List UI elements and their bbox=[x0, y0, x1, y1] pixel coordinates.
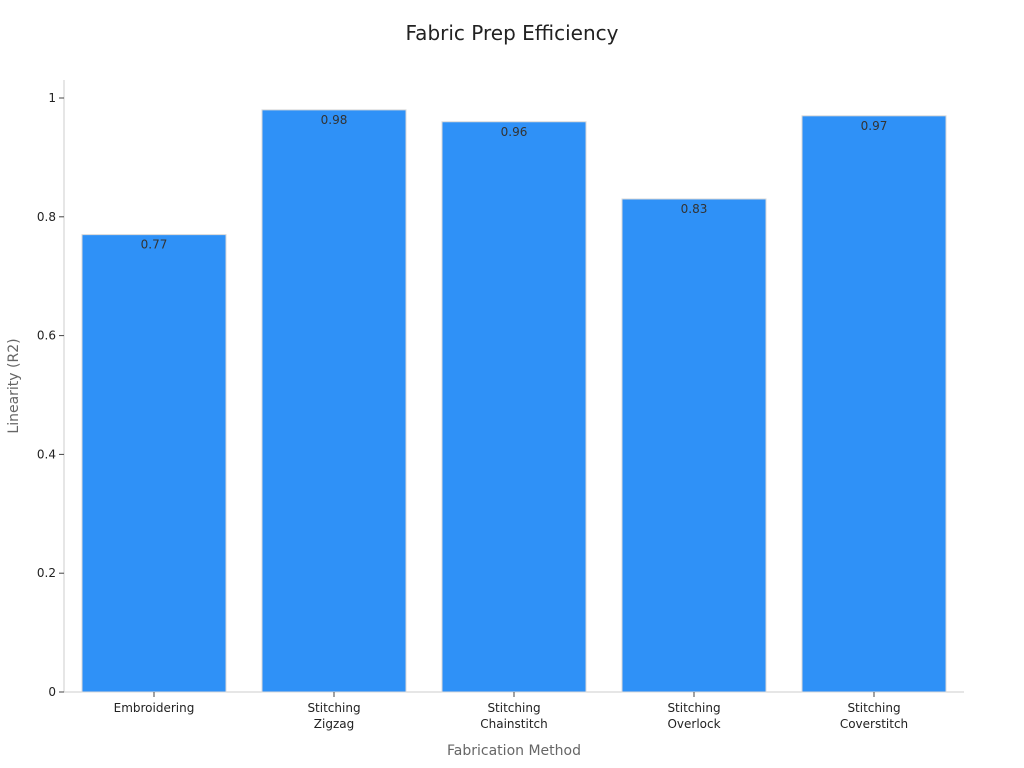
data-label: 0.98 bbox=[321, 113, 348, 127]
y-axis-title: Linearity (R2) bbox=[6, 338, 22, 433]
bar bbox=[441, 121, 587, 693]
category-label: Coverstitch bbox=[840, 717, 908, 731]
y-tick-label: 0 bbox=[48, 685, 56, 699]
data-label: 0.96 bbox=[501, 125, 528, 139]
bar bbox=[801, 115, 947, 693]
data-labels-group: 0.77 0.98 0.96 0.83 0.97 bbox=[141, 113, 888, 252]
y-ticks-group: 0 0.2 0.4 0.6 0.8 1 bbox=[37, 91, 64, 699]
y-tick-label: 0.8 bbox=[37, 210, 56, 224]
chart-title: Fabric Prep Efficiency bbox=[406, 21, 619, 45]
bar bbox=[81, 234, 227, 693]
category-label: Overlock bbox=[667, 717, 720, 731]
category-label: Stitching bbox=[667, 701, 720, 715]
data-label: 0.83 bbox=[681, 202, 708, 216]
bar bbox=[621, 198, 767, 693]
x-axis-title: Fabrication Method bbox=[447, 743, 581, 759]
category-label: Stitching bbox=[487, 701, 540, 715]
bars-group bbox=[81, 109, 947, 693]
category-label: Chainstitch bbox=[480, 717, 547, 731]
category-label: Stitching bbox=[847, 701, 900, 715]
y-tick-label: 0.4 bbox=[37, 447, 56, 461]
category-labels-group: Embroidering Stitching Zigzag Stitching Chai… bbox=[114, 692, 908, 731]
category-label: Embroidering bbox=[114, 701, 195, 715]
category-label: Stitching bbox=[307, 701, 360, 715]
data-label: 0.77 bbox=[141, 238, 168, 252]
y-tick-label: 1 bbox=[48, 91, 56, 105]
y-tick-label: 0.2 bbox=[37, 566, 56, 580]
data-label: 0.97 bbox=[861, 119, 888, 133]
category-label: Zigzag bbox=[314, 717, 354, 731]
y-tick-label: 0.6 bbox=[37, 329, 56, 343]
bar bbox=[261, 109, 407, 693]
